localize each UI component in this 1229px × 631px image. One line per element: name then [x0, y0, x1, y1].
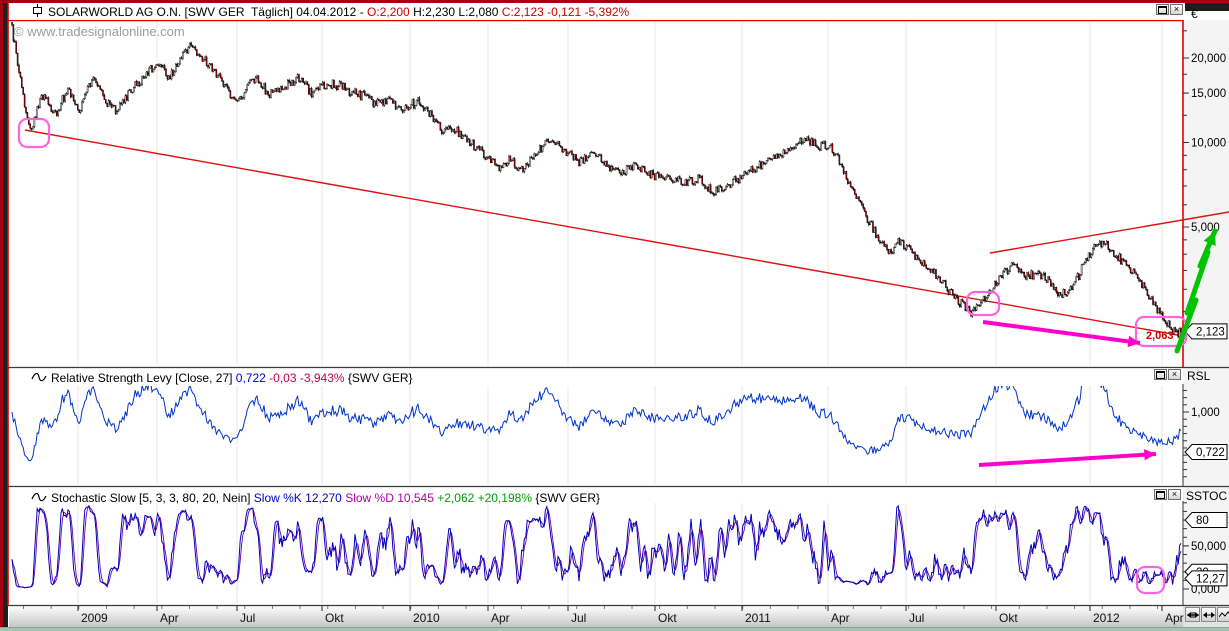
candlestick-series[interactable] — [11, 22, 1182, 339]
svg-text:0,000: 0,000 — [1191, 584, 1220, 596]
time-axis-strip[interactable] — [9, 606, 1183, 627]
stoch-d-line[interactable] — [11, 506, 1182, 588]
svg-text:12,27: 12,27 — [1196, 573, 1225, 585]
stoch-name: Stochastic Slow [5, 3, 3, 80, 20, Nein] — [51, 491, 254, 505]
watermark: © www.tradesignalonline.com — [14, 24, 185, 39]
price-axis-autoscale-button[interactable] — [1217, 607, 1229, 622]
drawing-annotations[interactable] — [17, 117, 1218, 595]
wave-icon — [11, 357, 47, 399]
time-tick-label: Jul — [240, 611, 255, 625]
title-text-main: SOLARWORLD AG O.N. [SWV GER Täglich] 04.… — [48, 4, 368, 19]
title-close-change-values: C:2,123 -0,121 -5,392% — [501, 4, 630, 19]
rsl-symbol: {SWV GER} — [347, 371, 413, 385]
svg-text:80: 80 — [1196, 515, 1209, 527]
time-axis-expand-button[interactable] — [1201, 607, 1216, 622]
time-tick-label: Apr — [491, 611, 510, 625]
svg-text:15,000: 15,000 — [1191, 88, 1226, 100]
svg-text:20,000: 20,000 — [1191, 53, 1226, 65]
stoch-k-line[interactable] — [11, 504, 1182, 589]
rsl-panel-window-buttons: × — [1154, 369, 1181, 380]
candlestick-icon — [12, 0, 43, 34]
stoch-change: +2,062 +20,198% — [437, 491, 536, 505]
close-icon: × — [1171, 369, 1178, 379]
magenta-ellipse-annotation-1[interactable] — [17, 117, 51, 149]
magenta-arrow-annotation-1[interactable] — [982, 320, 1141, 345]
time-tick-label: Okt — [325, 611, 344, 625]
time-tick-label: Apr — [160, 611, 179, 625]
low-price-annotation: 2,063 — [1146, 330, 1174, 342]
close-button[interactable]: × — [1168, 369, 1181, 380]
title-high-low-values: H:2,230 L:2,080 — [413, 4, 502, 19]
svg-text:0,722: 0,722 — [1196, 447, 1225, 459]
time-tick-label: 2012 — [1093, 611, 1120, 625]
time-axis[interactable]: 2009 Apr Jul Okt 2010 Apr Jul Okt 2011 Apr Jul Okt 2… — [23, 606, 1184, 625]
stoch-level-80-marker: 80 — [1184, 512, 1228, 529]
time-tick-label: 2010 — [413, 611, 440, 625]
time-tick-label: Jul — [909, 611, 924, 625]
close-button[interactable]: × — [1168, 489, 1181, 500]
ascending-trendline[interactable] — [989, 211, 1229, 254]
svg-text:1,000: 1,000 — [1191, 407, 1220, 419]
wave-icon — [11, 477, 47, 519]
rsl-axis-label: RSL — [1187, 369, 1211, 383]
maximize-button[interactable] — [1154, 369, 1167, 380]
svg-text:50,000: 50,000 — [1191, 541, 1226, 553]
rsl-value-marker: 0,722 — [1184, 444, 1228, 461]
trendlines[interactable] — [24, 129, 1229, 337]
magenta-ellipse-annotation-2[interactable] — [965, 290, 1001, 317]
descending-trendline[interactable] — [24, 129, 1184, 337]
maximize-button[interactable] — [1154, 489, 1167, 500]
axis-toolbar — [1185, 607, 1229, 622]
maximize-button[interactable] — [1156, 4, 1169, 15]
stochastic-series — [11, 504, 1182, 589]
close-icon: × — [1173, 4, 1180, 14]
magenta-ellipse-annotation-4[interactable] — [1135, 565, 1166, 595]
rsl-change: -0,03 -3,943% — [269, 371, 348, 385]
maximize-icon — [1156, 490, 1165, 499]
time-tick-label: Apr — [1165, 611, 1184, 625]
time-tick-label: Okt — [658, 611, 677, 625]
title-bar[interactable]: SOLARWORLD AG O.N. [SWV GER Täglich] 04.… — [9, 3, 1183, 20]
panel-backgrounds — [9, 20, 1229, 627]
stoch-d-value: Slow %D 10,545 — [345, 491, 438, 505]
stoch-k-value: Slow %K 12,270 — [253, 491, 346, 505]
svg-text:10,000: 10,000 — [1191, 138, 1226, 150]
time-tick-label: Jul — [571, 611, 586, 625]
rsl-value: 0,722 — [235, 371, 270, 385]
time-tick-label: Okt — [999, 611, 1018, 625]
maximize-icon — [1158, 5, 1167, 14]
maximize-icon — [1156, 370, 1165, 379]
rsl-series — [11, 371, 1182, 462]
time-axis-compress-button[interactable] — [1185, 607, 1200, 622]
green-arrow-annotation[interactable] — [1174, 228, 1218, 354]
currency-label: € — [1191, 7, 1198, 21]
svg-text:2,123: 2,123 — [1196, 326, 1225, 338]
stoch-panel-window-buttons: × — [1154, 489, 1181, 500]
close-icon: × — [1171, 489, 1178, 499]
stochastic-indicator-header[interactable]: Stochastic Slow [5, 3, 3, 80, 20, Nein] … — [9, 490, 600, 506]
main-panel-window-buttons: × — [1156, 4, 1183, 15]
close-button[interactable]: × — [1170, 4, 1183, 15]
rsl-indicator-header[interactable]: Relative Strength Levy [Close, 27] 0,722… — [9, 370, 413, 386]
title-open-value: O:2,200 — [367, 4, 414, 19]
stoch-axis-label: SSTOC — [1186, 489, 1228, 503]
stoch-value-marker: 12,27 — [1184, 570, 1228, 587]
time-tick-label: 2011 — [745, 611, 771, 625]
rsl-line[interactable] — [11, 371, 1182, 462]
rsl-name: Relative Strength Levy [Close, 27] — [51, 371, 236, 385]
magenta-arrow-annotation-2[interactable] — [978, 452, 1157, 467]
time-tick-label: 2009 — [81, 611, 108, 625]
bottom-strip — [0, 628, 1229, 631]
time-tick-label: Apr — [831, 611, 850, 625]
stoch-symbol: {SWV GER} — [535, 491, 601, 505]
last-price-marker: 2,123 — [1184, 323, 1228, 340]
